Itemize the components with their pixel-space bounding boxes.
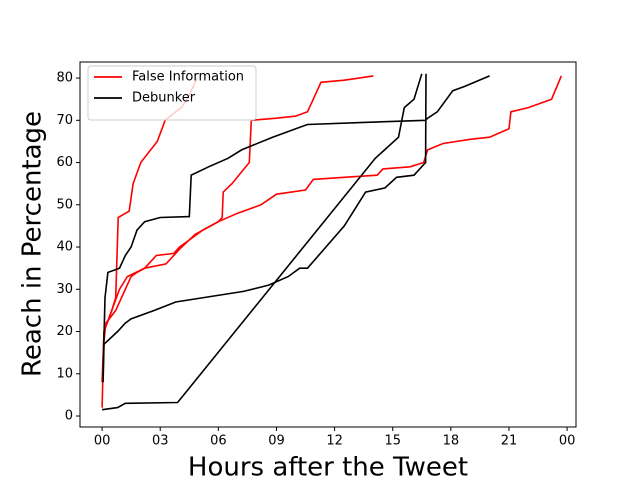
y-axis-label: Reach in Percentage xyxy=(18,111,48,377)
series-line xyxy=(101,75,374,383)
x-tick-label: 06 xyxy=(210,434,227,449)
legend-label: False Information xyxy=(132,70,244,85)
y-tick-label: 70 xyxy=(56,113,73,128)
y-tick-label: 0 xyxy=(65,409,73,424)
x-tick-label: 03 xyxy=(152,434,169,449)
x-tick-label: 15 xyxy=(384,434,401,449)
y-tick-label: 40 xyxy=(56,240,73,255)
x-tick-label: 12 xyxy=(326,434,343,449)
plot-frame xyxy=(79,61,577,428)
series-line xyxy=(102,75,490,374)
y-tick-label: 50 xyxy=(56,197,73,212)
y-tick-label: 60 xyxy=(56,155,73,170)
y-tick-label: 80 xyxy=(56,71,73,86)
series-line xyxy=(101,77,198,408)
y-tick-label: 20 xyxy=(56,324,73,339)
series-line xyxy=(101,73,423,411)
legend-label: Debunker xyxy=(132,91,196,106)
y-tick-label: 10 xyxy=(56,366,73,381)
x-tick-label: 09 xyxy=(268,434,285,449)
legend-box xyxy=(87,65,257,121)
x-tick-label: 21 xyxy=(501,434,518,449)
x-tick-label: 00 xyxy=(94,434,111,449)
x-tick-label: 00 xyxy=(559,434,576,449)
series-line xyxy=(102,73,427,383)
x-axis-label: Hours after the Tweet xyxy=(188,453,468,480)
x-tick-label: 18 xyxy=(443,434,460,449)
y-tick-label: 30 xyxy=(56,282,73,297)
